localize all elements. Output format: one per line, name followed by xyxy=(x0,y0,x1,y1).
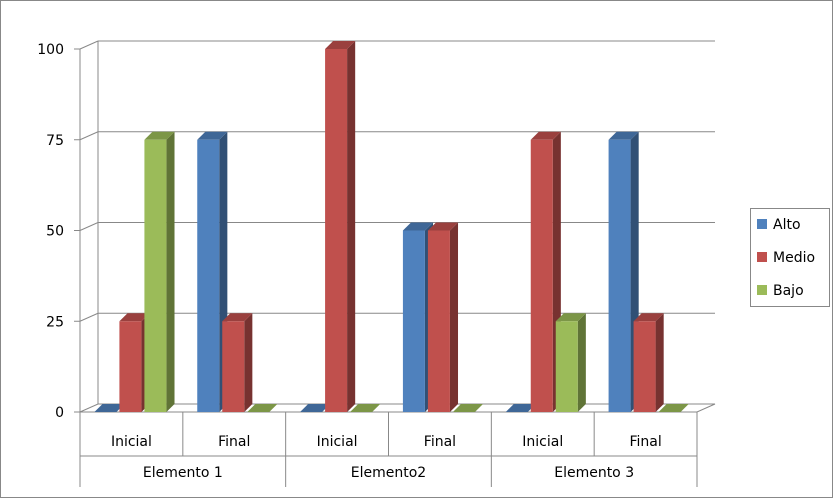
x-tick-label: Inicial xyxy=(111,434,152,450)
y-tick-label: 100 xyxy=(37,42,64,58)
legend-label: Medio xyxy=(773,250,815,266)
legend-item-alto: Alto xyxy=(757,217,801,233)
y-tick-label: 50 xyxy=(46,224,64,240)
gridline-diag xyxy=(79,312,99,322)
legend-item-medio: Medio xyxy=(757,250,815,266)
bar-medio xyxy=(633,313,664,412)
bar-alto xyxy=(94,404,125,412)
legend-swatch xyxy=(757,219,767,229)
x-tick-label: Inicial xyxy=(522,434,563,450)
x-tick-label: Inicial xyxy=(317,434,358,450)
legend: Alto Medio Bajo xyxy=(750,208,830,307)
bar-bajo xyxy=(555,313,586,412)
group-label: Elemento2 xyxy=(351,465,426,481)
bar-alto xyxy=(300,404,331,412)
legend-label: Bajo xyxy=(773,283,804,299)
gridline-diag xyxy=(79,131,99,141)
y-tick-label: 75 xyxy=(46,133,64,149)
bar-medio xyxy=(427,222,459,412)
bar-bajo xyxy=(144,131,175,412)
y-tick-label: 25 xyxy=(46,314,64,330)
legend-item-bajo: Bajo xyxy=(757,283,804,299)
bar-bajo xyxy=(247,404,278,412)
group-label: Elemento 1 xyxy=(143,465,223,481)
legend-swatch xyxy=(757,285,767,295)
bars xyxy=(94,41,689,412)
bar-bajo xyxy=(452,404,484,412)
bar-medio xyxy=(222,313,253,412)
x-tick-label: Final xyxy=(218,434,250,450)
bar-alto xyxy=(505,404,536,412)
x-tick-label: Final xyxy=(629,434,661,450)
gridline-diag xyxy=(79,222,99,231)
gridline-diag xyxy=(79,40,99,50)
legend-swatch xyxy=(757,252,767,262)
bar-medio xyxy=(325,41,356,412)
y-tick-labels: 0 25 50 75 100 xyxy=(37,42,64,421)
x-tick-labels: Inicial Final Inicial Final Inicial Final Elem… xyxy=(111,434,662,481)
bar-bajo xyxy=(658,404,689,412)
legend-label: Alto xyxy=(773,217,801,233)
bar-bajo xyxy=(350,404,381,412)
y-tick-label: 0 xyxy=(55,405,64,421)
x-tick-label: Final xyxy=(424,434,456,450)
group-label: Elemento 3 xyxy=(554,465,634,481)
